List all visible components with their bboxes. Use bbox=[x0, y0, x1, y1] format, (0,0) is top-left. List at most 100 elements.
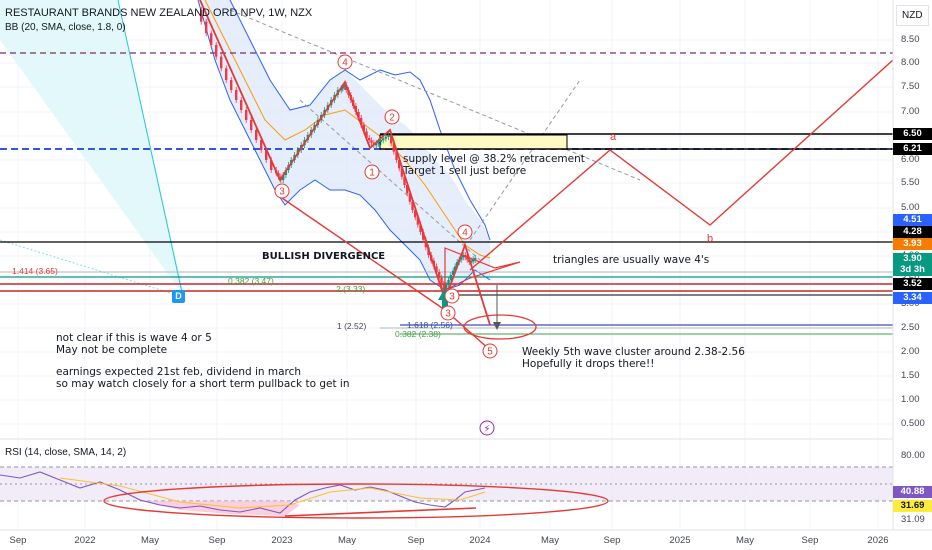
symbol-title[interactable]: RESTAURANT BRANDS NEW ZEALAND ORD NPV, 1… bbox=[5, 7, 313, 19]
rsi-tick-label: 80.00 bbox=[901, 450, 925, 461]
candle-body bbox=[452, 270, 455, 275]
candle-body bbox=[438, 272, 441, 278]
price-label-box: 4.51 bbox=[893, 214, 932, 226]
wave-note-line-2: May not be complete bbox=[56, 344, 168, 356]
rsi-sma-line bbox=[59, 477, 486, 509]
time-tick-label: May bbox=[338, 535, 356, 546]
candle-body bbox=[245, 110, 248, 120]
price-tick-label: 6.00 bbox=[901, 154, 920, 165]
bollinger-upper bbox=[229, 0, 491, 241]
rsi-divergence-line bbox=[284, 507, 477, 517]
candle-body bbox=[395, 151, 398, 160]
time-tick-label: Sep bbox=[801, 535, 819, 546]
target-ellipse bbox=[463, 314, 537, 340]
rsi-tick-label: 31.09 bbox=[901, 514, 925, 525]
candle-body bbox=[449, 275, 453, 280]
target-arrow-head bbox=[493, 322, 501, 330]
candle-body bbox=[220, 56, 223, 69]
time-tick-label: 2026 bbox=[867, 535, 889, 546]
wave-label-circle bbox=[440, 305, 456, 321]
candle-body bbox=[200, 10, 203, 22]
candle-body bbox=[472, 259, 475, 262]
candle-body bbox=[365, 131, 368, 138]
time-tick-label: Sep bbox=[407, 535, 425, 546]
wave-label-circle bbox=[457, 224, 473, 240]
fib-1-label: 1 (2.52) bbox=[337, 321, 367, 331]
candle-body bbox=[343, 85, 346, 87]
rsi-value-box: 40.88 bbox=[893, 486, 932, 498]
weekly-note-line-2: Hopefully it drops there!! bbox=[522, 358, 655, 370]
candle-body bbox=[341, 86, 345, 89]
wave-label-circle bbox=[482, 343, 498, 359]
candle-body bbox=[225, 68, 228, 80]
price-tick-label: 1.00 bbox=[901, 394, 920, 405]
time-tick-label: 2025 bbox=[669, 535, 691, 546]
time-tick-label: May bbox=[736, 535, 754, 546]
earnings-lightning-icon[interactable] bbox=[479, 420, 495, 436]
candle-body bbox=[447, 280, 450, 285]
price-tick-label: 8.50 bbox=[901, 34, 920, 45]
price-label-box: 6.50 bbox=[893, 128, 932, 140]
candle-body bbox=[398, 160, 401, 169]
candle-body bbox=[230, 80, 233, 90]
candle-body bbox=[454, 266, 457, 271]
candle-body bbox=[462, 255, 465, 258]
time-tick-label: 2023 bbox=[271, 535, 293, 546]
wave-label-text: 4 bbox=[342, 58, 348, 69]
trend-channel-dashed-3 bbox=[469, 79, 581, 241]
candle-body bbox=[255, 130, 258, 140]
currency-selector[interactable]: NZD bbox=[896, 5, 929, 26]
wave-label-text: 3 bbox=[445, 309, 451, 320]
price-tick-label: 2.50 bbox=[901, 322, 920, 333]
wave-label-circle bbox=[364, 164, 380, 180]
wave-label-b: b bbox=[707, 233, 714, 245]
candle-body bbox=[400, 168, 404, 177]
candle-body bbox=[408, 193, 412, 202]
price-tick-label: 7.00 bbox=[901, 106, 920, 117]
trend-channel-dashed-1 bbox=[229, 9, 641, 181]
fib-1618-label: 1.618 (2.56) bbox=[407, 320, 453, 330]
fib-0382-top-label: 0.382 (3.47) bbox=[228, 276, 274, 286]
weekly-note-line-1: Weekly 5th wave cluster around 2.38-2.56 bbox=[522, 346, 745, 358]
wave-label-text: 3 bbox=[279, 187, 285, 198]
time-tick-label: Sep bbox=[603, 535, 621, 546]
candle-body bbox=[210, 33, 213, 45]
candle-body bbox=[270, 160, 273, 170]
wave-label-a: a bbox=[610, 131, 617, 143]
time-tick-label: 2024 bbox=[469, 535, 491, 546]
candle-body bbox=[360, 118, 363, 125]
price-label-box: 3.34 bbox=[893, 292, 932, 304]
candle-body bbox=[411, 201, 414, 210]
rsi-divergence-ellipse bbox=[103, 483, 609, 519]
cyan-fan-line bbox=[117, 0, 184, 298]
wave-label-text: 2 bbox=[389, 113, 395, 124]
green-up-arrow bbox=[438, 288, 452, 310]
wave-label-text: 1 bbox=[369, 168, 375, 179]
projected-abc-path bbox=[469, 59, 894, 271]
wave-note-line-1: not clear if this is wave 4 or 5 bbox=[56, 332, 212, 344]
candle-body bbox=[387, 135, 390, 137]
candle-body bbox=[474, 258, 477, 260]
rsi-value-box: 31.69 bbox=[893, 500, 932, 512]
candle-body bbox=[422, 232, 425, 240]
bollinger-basis bbox=[204, 0, 491, 259]
price-label-box: 6.21 bbox=[893, 143, 932, 155]
indicator-legend-bb[interactable]: BB (20, SMA, close, 1.8, 0) bbox=[5, 22, 126, 33]
wave-label-text: 5 bbox=[487, 347, 493, 358]
candle-body bbox=[265, 150, 268, 160]
earnings-note-line-1: earnings expected 21st feb, dividend in … bbox=[56, 366, 302, 378]
dividend-badge[interactable]: D bbox=[172, 290, 185, 303]
time-tick-label: 2022 bbox=[74, 535, 96, 546]
indicator-legend-rsi[interactable]: RSI (14, close, SMA, 14, 2) bbox=[5, 447, 127, 458]
candle-body bbox=[406, 185, 409, 194]
wave-label-circle bbox=[337, 54, 353, 70]
wave-label-circle bbox=[274, 183, 290, 199]
supply-note-line-1: supply level @ 38.2% retracement bbox=[403, 153, 585, 165]
candle-body bbox=[282, 175, 285, 180]
time-tick-label: Sep bbox=[9, 535, 27, 546]
candle-body bbox=[357, 112, 360, 118]
wave-label-circle bbox=[444, 288, 460, 304]
price-label-box: 3.90 bbox=[893, 253, 932, 265]
candle-body bbox=[215, 45, 218, 57]
